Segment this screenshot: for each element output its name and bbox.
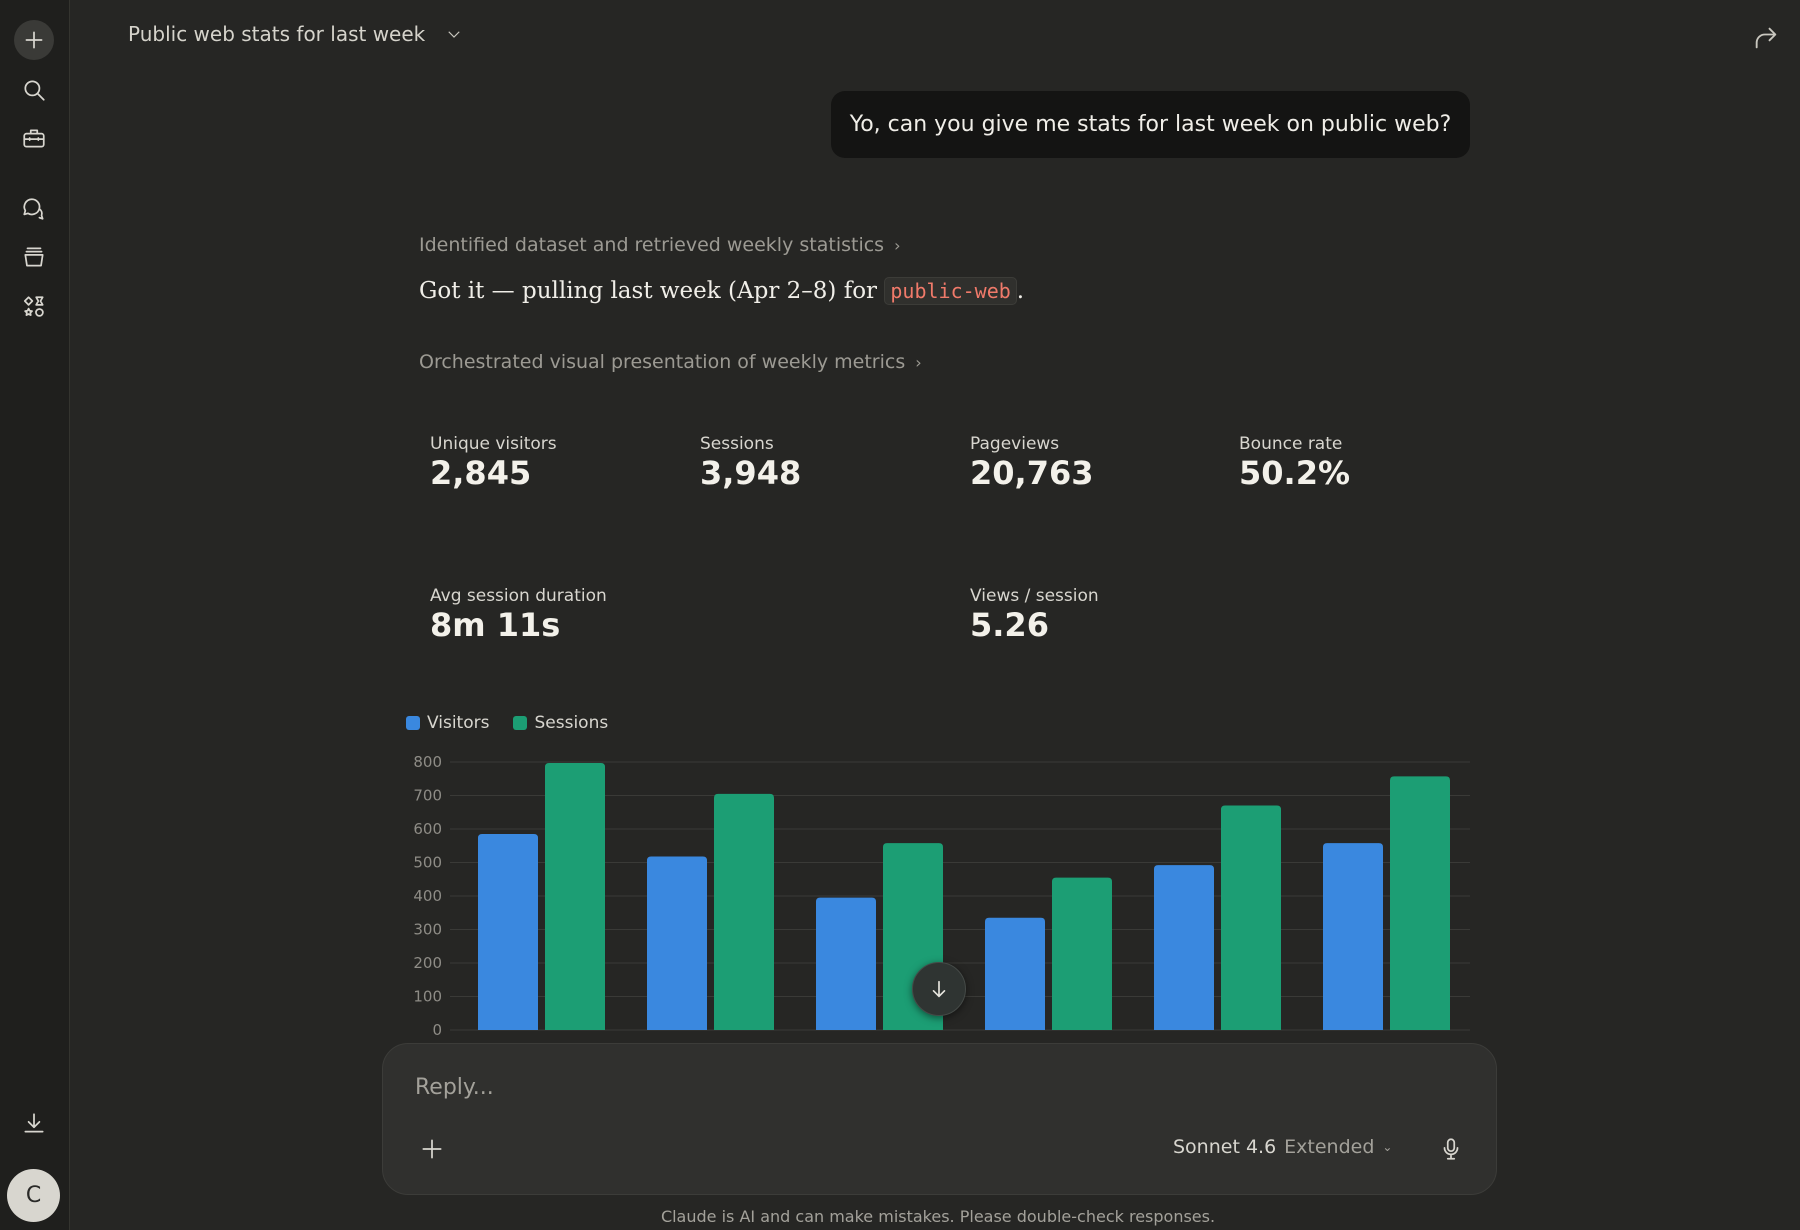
bar-sessions: [1221, 805, 1281, 1030]
user-message: Yo, can you give me stats for last week …: [831, 91, 1470, 158]
search-icon: [24, 80, 45, 101]
legend-label: Visitors: [427, 713, 490, 733]
y-tick-label: 300: [413, 921, 442, 939]
reply-input[interactable]: [413, 1074, 1317, 1101]
thinking-summary-2[interactable]: Orchestrated visual presentation of week…: [419, 351, 922, 373]
download-icon: [24, 1113, 44, 1133]
stat-value: 8m 11s: [430, 606, 561, 644]
assistant-reply: Got it — pulling last week (Apr 2–8) for…: [419, 277, 1025, 305]
y-tick-label: 200: [413, 954, 442, 972]
chevron-right-icon: ›: [894, 235, 901, 255]
bar-visitors: [1323, 843, 1383, 1030]
chevron-right-icon: ›: [915, 352, 922, 372]
stat-label: Sessions: [700, 434, 774, 454]
stat-value: 2,845: [430, 454, 532, 492]
chats-button[interactable]: [14, 189, 54, 229]
user-avatar[interactable]: C: [7, 1169, 60, 1222]
y-tick-label: 600: [413, 820, 442, 838]
reply-text: Got it — pulling last week (Apr 2–8) for: [419, 278, 885, 304]
model-selector[interactable]: Sonnet 4.6 Extended ⌄: [1173, 1136, 1392, 1158]
stat-label: Views / session: [970, 586, 1099, 606]
projects-button[interactable]: [14, 237, 54, 277]
chart-legend: Visitors Sessions: [406, 713, 608, 733]
bar-sessions: [545, 763, 605, 1030]
chat-title: Public web stats for last week: [128, 22, 426, 46]
download-app-button[interactable]: [14, 1104, 54, 1144]
bar-visitors: [478, 834, 538, 1030]
add-attachment-button[interactable]: [419, 1136, 445, 1166]
toolbox-icon: [23, 129, 45, 148]
model-mode: Extended: [1284, 1136, 1375, 1158]
y-tick-label: 700: [413, 787, 442, 805]
composer: Sonnet 4.6 Extended ⌄: [382, 1043, 1497, 1195]
toolbox-button[interactable]: [14, 118, 54, 158]
chat-title-dropdown[interactable]: Public web stats for last week: [128, 22, 463, 46]
share-button[interactable]: [1752, 24, 1780, 56]
thinking-label: Identified dataset and retrieved weekly …: [419, 234, 885, 256]
arrow-down-icon: [932, 980, 946, 998]
stat-label: Avg session duration: [430, 586, 607, 606]
chevron-down-icon: ⌄: [1382, 1140, 1393, 1154]
stat-value: 3,948: [700, 454, 802, 492]
new-chat-button[interactable]: [14, 20, 54, 60]
shapes-icon: [23, 296, 44, 317]
y-tick-label: 500: [413, 854, 442, 872]
stat-label: Bounce rate: [1239, 434, 1343, 454]
stat-value: 5.26: [970, 606, 1049, 644]
inline-code: public-web: [884, 277, 1017, 305]
bar-sessions: [1390, 776, 1450, 1030]
share-icon: [1755, 27, 1777, 49]
chat-bubbles-icon: [23, 198, 44, 220]
bar-visitors: [1154, 865, 1214, 1030]
y-tick-label: 800: [413, 753, 442, 771]
stat-sessions: Sessions 3,948: [700, 434, 801, 492]
stat-unique-visitors: Unique visitors 2,845: [430, 434, 557, 492]
stat-bounce-rate: Bounce rate 50.2%: [1239, 434, 1350, 492]
y-tick-label: 100: [413, 988, 442, 1006]
voice-input-button[interactable]: [1438, 1136, 1464, 1166]
bar-sessions: [1052, 877, 1112, 1030]
reply-punctuation: .: [1016, 278, 1025, 304]
thinking-summary-1[interactable]: Identified dataset and retrieved weekly …: [419, 234, 900, 256]
legend-swatch: [406, 716, 420, 730]
plus-icon: [25, 31, 43, 49]
stat-value: 20,763: [970, 454, 1094, 492]
stat-pageviews: Pageviews 20,763: [970, 434, 1093, 492]
stat-value: 50.2%: [1239, 454, 1351, 492]
stat-avg-session-duration: Avg session duration 8m 11s: [430, 586, 607, 644]
y-tick-label: 400: [413, 887, 442, 905]
scroll-to-bottom-button[interactable]: [912, 962, 966, 1016]
sidebar: C: [0, 0, 70, 1230]
microphone-icon: [1443, 1138, 1459, 1160]
thinking-label: Orchestrated visual presentation of week…: [419, 351, 906, 373]
stat-label: Pageviews: [970, 434, 1060, 454]
artifacts-button[interactable]: [14, 287, 54, 327]
stack-icon: [24, 247, 44, 267]
y-tick-label: 0: [432, 1021, 442, 1039]
stat-views-per-session: Views / session 5.26: [970, 586, 1099, 644]
model-name: Sonnet 4.6: [1173, 1136, 1277, 1158]
bar-sessions: [714, 793, 774, 1030]
legend-item-sessions: Sessions: [513, 713, 608, 733]
legend-swatch: [513, 716, 528, 730]
bar-visitors: [985, 917, 1045, 1030]
disclaimer: Claude is AI and can make mistakes. Plea…: [660, 1207, 1216, 1226]
chevron-down-icon: [448, 31, 460, 38]
search-button[interactable]: [14, 70, 54, 110]
bar-chart: 0 100 200 300 400 500 600 700 800: [413, 753, 1470, 1039]
bar-visitors: [816, 897, 876, 1030]
legend-label: Sessions: [534, 713, 609, 733]
legend-item-visitors: Visitors: [406, 713, 489, 733]
plus-icon: [422, 1139, 442, 1159]
bar-visitors: [647, 856, 707, 1030]
stat-label: Unique visitors: [430, 434, 557, 454]
